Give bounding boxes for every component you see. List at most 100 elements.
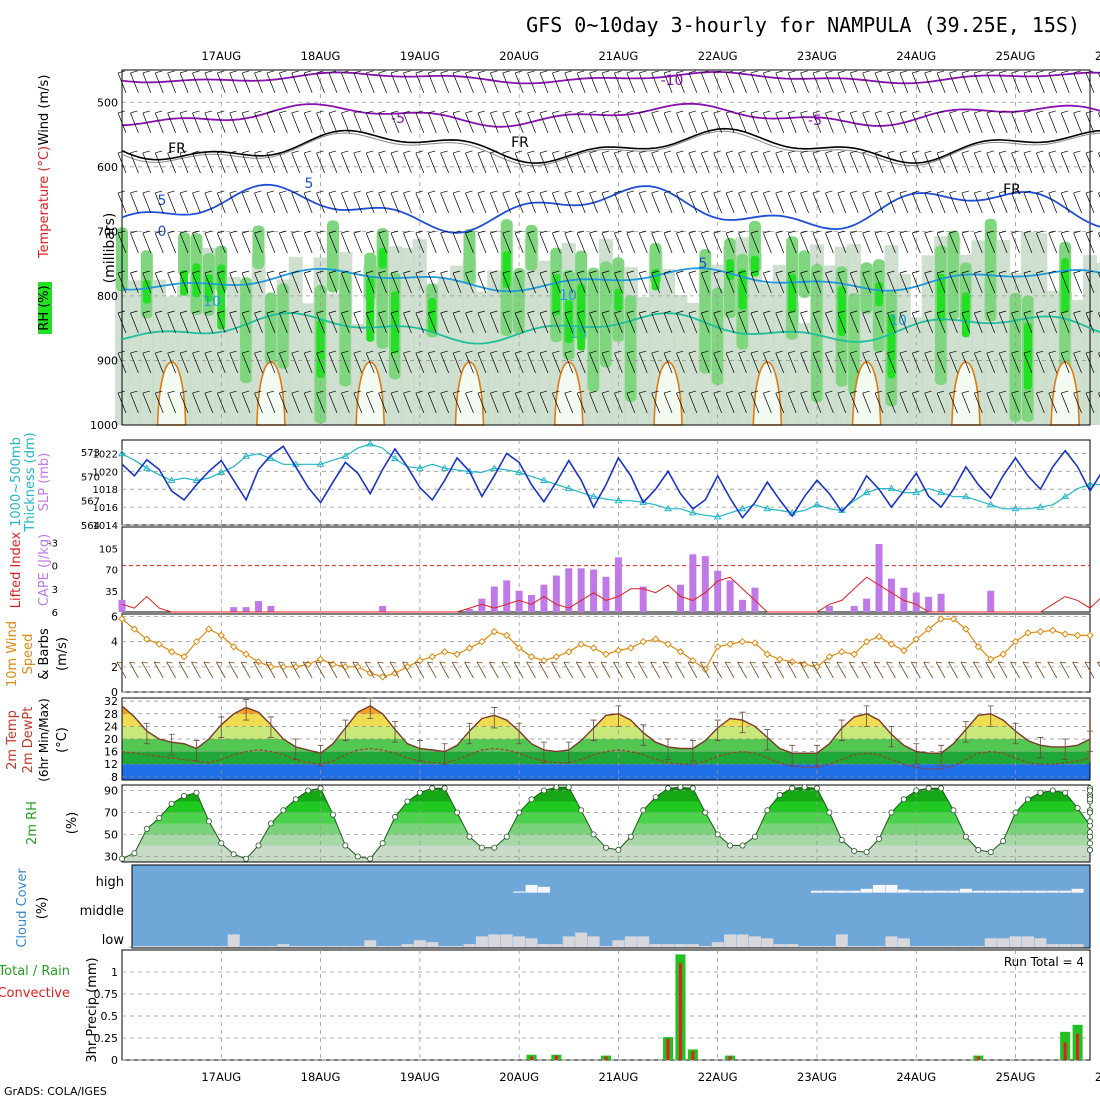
wind-speed-marker [155,640,163,648]
wind-barb [1048,190,1058,214]
wind-barb [316,270,325,294]
wind-barb [688,350,698,374]
wind-barb [936,310,946,334]
wind-barb [713,350,723,374]
wind-barb [887,390,896,414]
wind-barb [663,310,673,334]
wind-barb [651,110,660,134]
wind-barb [316,390,325,414]
wind-barb [254,150,263,174]
contour-label: 10 [559,288,577,304]
wind-barb [676,350,685,374]
wind-barb [986,310,996,334]
wind-barb [279,270,288,294]
wind-barb [887,150,896,174]
surface-wind-barb [699,661,710,679]
wind-barb [1060,270,1070,294]
wind10-label-2: Speed [21,634,36,675]
wind-barb [825,190,834,214]
surface-wind-barb [277,661,288,679]
rh-marker [876,835,883,842]
wind-barb [316,230,325,254]
wind-barb [117,350,127,374]
wind-speed-marker [924,625,933,633]
wind-barb [676,150,685,174]
rh-marker [950,807,957,814]
wind-barb [415,70,425,94]
wind-barb [973,350,983,374]
wind-speed-marker [143,635,151,643]
wind-barb [477,270,487,294]
wind-barb [837,230,847,254]
wind-barb [973,190,983,214]
wind-barb [229,190,239,214]
cloud-bar-low [413,940,426,948]
wind-barb [266,230,276,254]
wind-speed-marker [267,663,275,671]
wind-barb [489,110,499,134]
wind-barb [638,70,648,94]
rh-marker [627,833,634,840]
wind-barb [874,390,884,414]
wind-barb [167,390,176,414]
thickness-marker [465,467,474,475]
wind-barb [601,150,611,174]
cloud-bar-low [451,946,464,948]
wind-barb [1023,70,1033,94]
wind-barb [763,350,772,374]
wind-barb [328,310,338,334]
cloud-bar-low [488,934,501,948]
wind-speed-marker [279,663,288,671]
wind-barb [911,390,921,414]
cloud-bar-low [686,944,699,948]
rh-shade-cell [192,263,201,298]
wind-barb [142,230,152,254]
wind-barb [651,150,660,174]
temp-tick-label: 16 [104,746,118,759]
pressure-tick-label: 900 [97,354,118,367]
wind-barb [154,310,164,334]
thickness-marker [986,500,995,508]
rh-shade-cell [750,255,759,277]
wind-barb [365,70,375,94]
wind-barb [353,110,363,134]
wind-barb [514,190,524,214]
surface-wind-barb [737,661,747,679]
surface-wind-barb [960,661,971,679]
wind-barb [514,310,524,334]
contour-label: 10 [203,294,221,310]
rh-marker [1037,789,1044,796]
date-label-bottom: 21AUG [598,1070,638,1084]
wind-barb [316,310,325,334]
wind-speed-marker [1036,627,1045,636]
wind-barb [552,390,561,414]
cloud-bar-high [1071,888,1084,893]
temp2m-label-2: 2m DewPt [21,707,36,774]
wind-barb [676,310,685,334]
rh-marker [516,809,523,816]
wind-barb [341,230,350,254]
wind-barb [700,230,710,254]
rh-marker [739,842,746,849]
thickness-marker [763,504,772,512]
wind-barb [179,70,189,94]
rh-marker [218,840,225,847]
wind-speed-marker [813,663,821,671]
wind-barb [502,190,512,214]
wind-barb [998,310,1008,334]
wind-barb [1048,230,1058,254]
rh-shade-cell [614,288,623,311]
rh-marker [888,809,895,816]
cloud-bar-low [314,946,327,948]
cloud-bar-low [190,946,203,948]
wind-barb [601,70,611,94]
temp-color-band [122,751,1090,765]
wind-barb [1023,390,1033,414]
wind-barb [477,190,487,214]
date-label-top: 18AUG [301,49,341,63]
thickness-marker [391,454,399,462]
rh-shade-cell [822,265,837,425]
wind-barb [899,350,909,374]
contour-label: -10 [661,73,684,89]
wind-speed-marker [242,650,250,658]
